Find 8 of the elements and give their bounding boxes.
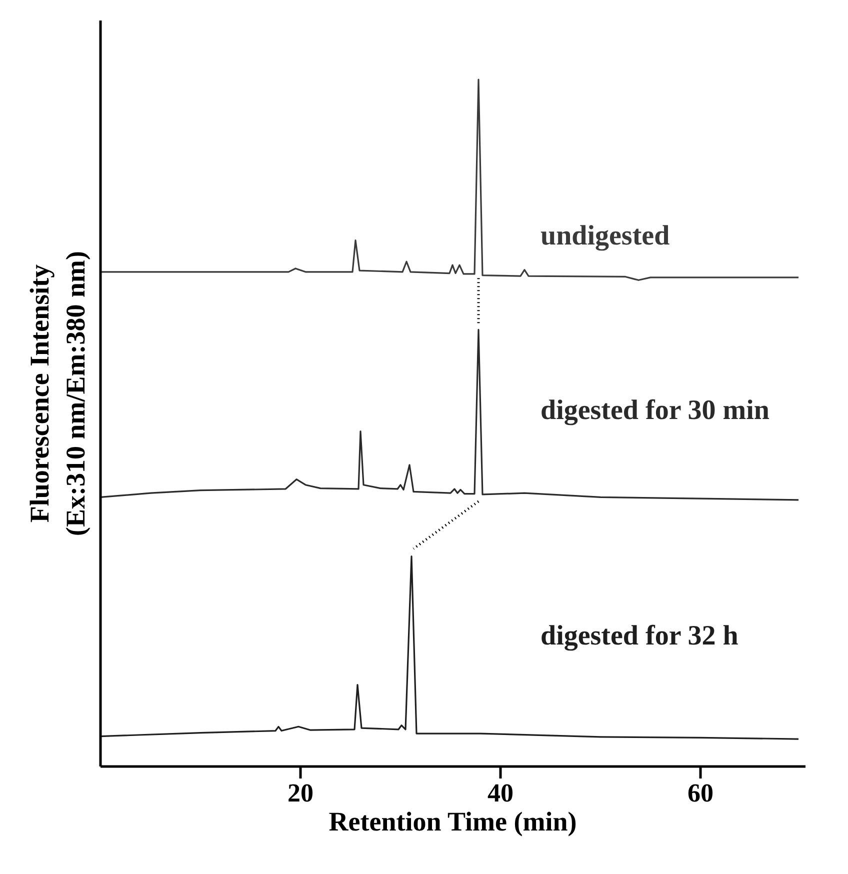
x-tick-label: 20 [288, 778, 314, 808]
x-tick-label: 40 [488, 778, 514, 808]
x-axis-title: Retention Time (min) [328, 806, 577, 836]
x-tick-label: 60 [688, 778, 714, 808]
series-label: undigested [540, 220, 670, 252]
text: digested for 30 min [540, 395, 770, 426]
y-axis-title: Fluorescence Intensity (Ex:310 nm/Em:380 nm) [24, 250, 90, 536]
text: digested for 32 h [540, 620, 739, 652]
